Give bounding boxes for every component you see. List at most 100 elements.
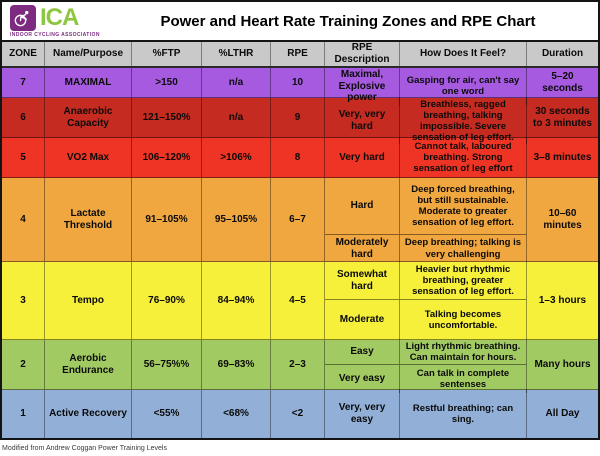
zone-lthr: 95–105% (202, 178, 271, 261)
rpe-subrows: Hard Deep forced breathing, but still sus… (325, 178, 527, 262)
how-it-feels: Can talk in complete sentenses (400, 365, 527, 394)
rpe-subrows: Maximal, Explosive power Gasping for air,… (325, 68, 527, 105)
rpe-subrow: Maximal, Explosive power Gasping for air,… (325, 68, 527, 105)
table-body: 7 MAXIMAL >150 n/a 10 Maximal, Explosive powe… (2, 68, 598, 438)
cyclist-icon (10, 4, 36, 31)
zone-ftp: <55% (132, 390, 202, 438)
rpe-description: Moderately hard (325, 235, 400, 262)
how-it-feels: Heavier but rhythmic breathing, greater … (400, 262, 527, 299)
rpe-subrows: Very, very easy Restful breathing; can si… (325, 390, 527, 438)
rpe-subrow: Moderate Talking becomes uncomfortable. (325, 300, 527, 340)
how-it-feels: Breathless, ragged breathing, talking im… (400, 98, 527, 145)
rpe-subrows: Very hard Cannot talk, laboured breathing… (325, 138, 527, 177)
zone-duration: 5–20 seconds (542, 70, 583, 94)
zone-name: Aerobic Endurance (45, 340, 132, 389)
rpe-subrow: Easy Light rhythmic breathing. Can mainta… (325, 340, 527, 366)
zone-rpe: 2–3 (271, 340, 325, 389)
rpe-description: Very easy (325, 365, 400, 394)
column-header-zone: ZONE (2, 42, 45, 66)
zone-duration: 30 seconds to 3 minutes (533, 105, 592, 129)
rpe-description: Moderate (325, 300, 400, 340)
zone-lthr: 84–94% (202, 262, 271, 339)
zone-rpe: 6–7 (271, 178, 325, 261)
how-it-feels: Deep forced breathing, but still sustain… (400, 178, 527, 234)
zone-rpe: 8 (271, 138, 325, 177)
zone-number: 3 (2, 262, 45, 339)
rpe-description: Somewhat hard (325, 262, 400, 299)
zone-name: VO2 Max (45, 138, 132, 177)
ica-logo: ICA INDOOR CYCLING ASSOCIATION (10, 4, 118, 38)
zone-row-6: 6 Anaerobic Capacity 121–150% n/a 9 Very, ver… (2, 98, 598, 145)
zone-name: Lactate Threshold (45, 178, 132, 261)
zone-duration: All Day (545, 408, 580, 420)
zone-number: 7 (2, 68, 45, 97)
column-header-how-does-it-feel: How Does It Feel? (400, 42, 527, 66)
zone-lthr: <68% (202, 390, 271, 438)
how-it-feels: Cannot talk, laboured breathing. Strong … (400, 138, 527, 177)
zone-name: Tempo (45, 262, 132, 339)
column-header-lthr: %LTHR (202, 42, 271, 66)
page-title: Power and Heart Rate Training Zones and … (160, 12, 536, 30)
zone-name: Active Recovery (45, 390, 132, 438)
column-header-ftp: %FTP (132, 42, 202, 66)
column-header-rpe-description: RPE Description (325, 42, 400, 66)
how-it-feels: Restful breathing; can sing. (400, 390, 527, 438)
rpe-subrow: Very, very hard Breathless, ragged breath… (325, 98, 527, 145)
rpe-description: Maximal, Explosive power (325, 68, 400, 105)
zone-number: 2 (2, 340, 45, 389)
rpe-subrows: Easy Light rhythmic breathing. Can mainta… (325, 340, 527, 394)
zone-ftp: 121–150% (132, 98, 202, 137)
rpe-subrow: Very, very easy Restful breathing; can si… (325, 390, 527, 438)
header-band: ICA INDOOR CYCLING ASSOCIATION Power and… (0, 0, 600, 40)
zone-number: 5 (2, 138, 45, 177)
zone-lthr: >106% (202, 138, 271, 177)
zone-number: 4 (2, 178, 45, 261)
zone-lthr: 69–83% (202, 340, 271, 389)
column-header-rpe: RPE (271, 42, 325, 66)
zone-row-7: 7 MAXIMAL >150 n/a 10 Maximal, Explosive powe… (2, 68, 598, 105)
zone-name: Anaerobic Capacity (45, 98, 132, 137)
zone-rpe: 9 (271, 98, 325, 137)
zone-row-4: 4 Lactate Threshold 91–105% 95–105% 6–7 Hard D… (2, 178, 598, 262)
zone-name: MAXIMAL (45, 68, 132, 97)
rpe-subrow: Moderately hard Deep breathing; talking i… (325, 235, 527, 262)
zone-duration: Many hours (534, 358, 591, 370)
zone-row-2: 2 Aerobic Endurance 56–75%% 69–83% 2–3 Easy Li… (2, 340, 598, 394)
ica-logo-top: ICA (10, 4, 118, 31)
rpe-subrow: Very easy Can talk in complete sentenses (325, 365, 527, 394)
zone-duration: 3–8 minutes (533, 151, 592, 163)
zone-row-3: 3 Tempo 76–90% 84–94% 4–5 Somewhat hard Heavie… (2, 262, 598, 340)
how-it-feels: Light rhythmic breathing. Can maintain f… (400, 340, 527, 365)
zone-lthr: n/a (202, 98, 271, 137)
rpe-description: Very hard (325, 138, 400, 177)
table-header-row: ZONE Name/Purpose %FTP %LTHR RPE RPE Descript… (2, 42, 598, 68)
zone-ftp: 56–75%% (132, 340, 202, 389)
zone-number: 1 (2, 390, 45, 438)
how-it-feels: Talking becomes uncomfortable. (400, 300, 527, 340)
rpe-subrow: Very hard Cannot talk, laboured breathing… (325, 138, 527, 177)
rpe-description: Hard (325, 178, 400, 234)
zone-ftp: 76–90% (132, 262, 202, 339)
zone-ftp: 106–120% (132, 138, 202, 177)
rpe-description: Very, very hard (325, 98, 400, 145)
how-it-feels: Deep breathing; talking is very challeng… (400, 235, 527, 262)
zone-duration: 10–60 minutes (543, 207, 582, 231)
rpe-description: Easy (325, 340, 400, 365)
zone-rpe: 4–5 (271, 262, 325, 339)
zone-ftp: 91–105% (132, 178, 202, 261)
rpe-subrow: Somewhat hard Heavier but rhythmic breath… (325, 262, 527, 300)
rpe-description: Very, very easy (325, 390, 400, 438)
zone-number: 6 (2, 98, 45, 137)
rpe-subrows: Somewhat hard Heavier but rhythmic breath… (325, 262, 527, 340)
footer-note: Modified from Andrew Coggan Power Traini… (2, 444, 167, 452)
how-it-feels: Gasping for air, can't say one word (400, 68, 527, 105)
zone-rpe: <2 (271, 390, 325, 438)
rpe-subrow: Hard Deep forced breathing, but still sus… (325, 178, 527, 235)
column-header-duration: Duration (541, 48, 584, 60)
zone-row-5: 5 VO2 Max 106–120% >106% 8 Very hard Cannot ta… (2, 138, 598, 178)
rpe-subrows: Very, very hard Breathless, ragged breath… (325, 98, 527, 145)
zone-ftp: >150 (132, 68, 202, 97)
zone-row-1: 1 Active Recovery <55% <68% <2 Very, very eas… (2, 390, 598, 438)
zones-table: ZONE Name/Purpose %FTP %LTHR RPE RPE Descript… (0, 40, 600, 440)
